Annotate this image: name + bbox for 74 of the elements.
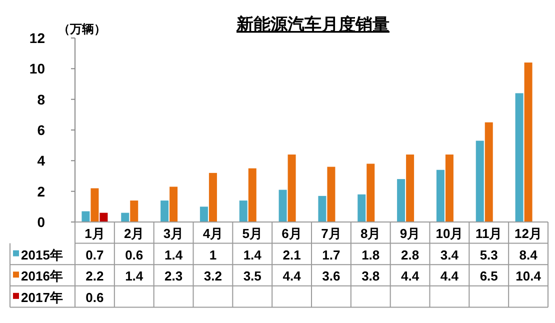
bar bbox=[100, 212, 108, 222]
bar bbox=[170, 186, 178, 222]
y-axis-title: （万辆） bbox=[58, 22, 106, 36]
data-label: 0.6 bbox=[86, 290, 104, 305]
data-label: 4.4 bbox=[282, 268, 302, 284]
bar bbox=[358, 194, 366, 222]
x-tick-label: 1月 bbox=[84, 226, 105, 241]
chart-title: 新能源汽车月度销量 bbox=[236, 15, 390, 34]
legend-label: 2016年 bbox=[21, 268, 63, 284]
legend-label: 2017年 bbox=[21, 290, 63, 305]
bar bbox=[160, 200, 169, 222]
data-label: 0.7 bbox=[86, 247, 104, 262]
bar bbox=[524, 62, 532, 222]
x-tick-label: 11月 bbox=[476, 226, 502, 241]
x-tick-label: 7月 bbox=[321, 226, 342, 241]
data-label: 2.8 bbox=[401, 247, 420, 262]
data-label: 2.3 bbox=[164, 268, 183, 284]
legend-label: 2015年 bbox=[21, 247, 63, 262]
data-label: 4.4 bbox=[401, 268, 420, 284]
bar bbox=[121, 212, 130, 222]
data-label: 3.8 bbox=[362, 268, 380, 284]
y-tick-label: 12 bbox=[29, 30, 46, 46]
data-label: 1.7 bbox=[322, 247, 340, 262]
data-label: 3.6 bbox=[322, 268, 340, 284]
bar bbox=[318, 196, 326, 222]
x-tick-label: 12月 bbox=[514, 226, 542, 241]
bar bbox=[208, 172, 217, 222]
data-label: 1 bbox=[209, 247, 217, 262]
bar bbox=[445, 154, 454, 222]
bar bbox=[476, 140, 484, 222]
bar bbox=[90, 188, 99, 222]
bar bbox=[436, 170, 444, 222]
x-tick-label: 5月 bbox=[242, 226, 262, 241]
x-tick-label: 8月 bbox=[360, 226, 381, 241]
y-tick-label: 6 bbox=[37, 122, 46, 138]
y-tick-label: 4 bbox=[37, 152, 46, 169]
bar bbox=[366, 164, 375, 222]
x-tick-label: 4月 bbox=[202, 226, 224, 241]
x-tick-label: 2月 bbox=[124, 226, 144, 241]
data-label: 3.5 bbox=[243, 268, 262, 284]
data-label: 4.4 bbox=[440, 268, 460, 284]
data-label: 1.4 bbox=[164, 247, 184, 262]
data-label: 2.2 bbox=[86, 268, 104, 284]
bar bbox=[248, 168, 256, 222]
x-tick-label: 3月 bbox=[163, 226, 184, 241]
bar bbox=[278, 190, 287, 222]
data-label: 8.4 bbox=[519, 247, 538, 262]
bar bbox=[397, 179, 406, 222]
data-label: 5.3 bbox=[480, 247, 498, 262]
data-label: 2.1 bbox=[282, 247, 301, 262]
y-tick-label: 10 bbox=[29, 60, 46, 77]
y-tick-label: 2 bbox=[37, 183, 46, 200]
data-label: 1.8 bbox=[362, 247, 380, 262]
x-tick-label: 6月 bbox=[282, 226, 302, 241]
data-label: 6.5 bbox=[480, 268, 498, 284]
y-tick-label: 8 bbox=[37, 91, 46, 108]
bar bbox=[130, 200, 138, 222]
data-label: 10.4 bbox=[516, 268, 542, 284]
data-label: 0.6 bbox=[125, 247, 144, 262]
bar bbox=[200, 206, 208, 222]
x-tick-label: 9月 bbox=[400, 226, 420, 241]
data-label: 3.4 bbox=[440, 247, 460, 262]
bar bbox=[327, 166, 336, 222]
y-tick-label: 0 bbox=[37, 214, 46, 230]
bar bbox=[484, 122, 493, 222]
x-tick-label: 10月 bbox=[436, 226, 464, 241]
data-label: 1.4 bbox=[125, 268, 144, 284]
bar bbox=[239, 200, 248, 222]
bar bbox=[82, 211, 90, 222]
bar bbox=[515, 93, 524, 222]
bar bbox=[406, 154, 414, 222]
data-label: 3.2 bbox=[204, 268, 222, 284]
bar bbox=[288, 154, 296, 222]
data-label: 1.4 bbox=[243, 247, 262, 262]
